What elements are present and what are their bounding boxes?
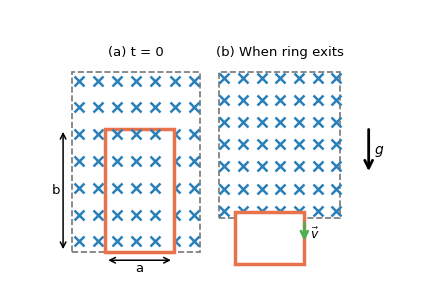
Bar	[72, 72, 200, 252]
Text: a: a	[135, 262, 144, 274]
Bar	[105, 129, 174, 252]
Text: b: b	[52, 184, 61, 197]
Text: (a) t = 0: (a) t = 0	[108, 46, 163, 59]
Text: $\vec{v}$: $\vec{v}$	[310, 227, 319, 242]
Text: g: g	[375, 143, 384, 157]
Bar	[219, 72, 341, 218]
Text: (b) When ring exits: (b) When ring exits	[216, 46, 344, 59]
Bar	[235, 212, 304, 264]
